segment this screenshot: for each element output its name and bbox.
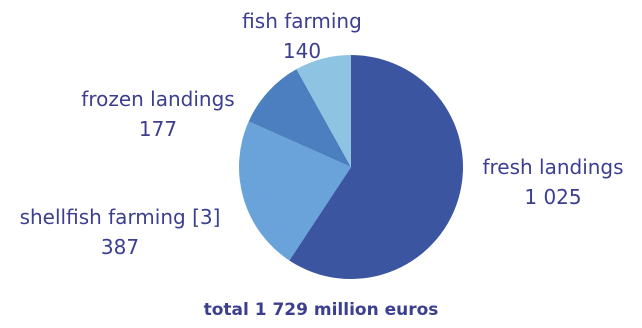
slice-value-frozen-landings: 177 xyxy=(138,117,178,141)
pie-slice-fish-farming xyxy=(296,55,351,167)
label-fish-farming: fish farming 140 xyxy=(232,6,372,66)
slice-name-fresh-landings: fresh landings xyxy=(482,155,624,179)
slice-value-shellfish-farming: 387 xyxy=(100,235,140,259)
slice-value-fresh-landings: 1 025 xyxy=(524,185,582,209)
total-label: total 1 729 million euros xyxy=(203,300,439,320)
pie-slice-frozen-landings xyxy=(248,69,351,167)
pie-slice-shellfish-farming-3 xyxy=(239,121,351,261)
label-shellfish-farming: shellfish farming [3] 387 xyxy=(4,202,236,262)
slice-name-frozen-landings: frozen landings xyxy=(81,87,235,111)
slice-name-fish-farming: fish farming xyxy=(242,9,362,33)
label-frozen-landings: frozen landings 177 xyxy=(68,84,248,144)
slice-name-shellfish-farming: shellfish farming [3] xyxy=(19,205,221,229)
pie-slice-fresh-landings xyxy=(289,55,464,279)
slice-value-fish-farming: 140 xyxy=(282,39,322,63)
label-fresh-landings: fresh landings 1 025 xyxy=(478,152,628,212)
